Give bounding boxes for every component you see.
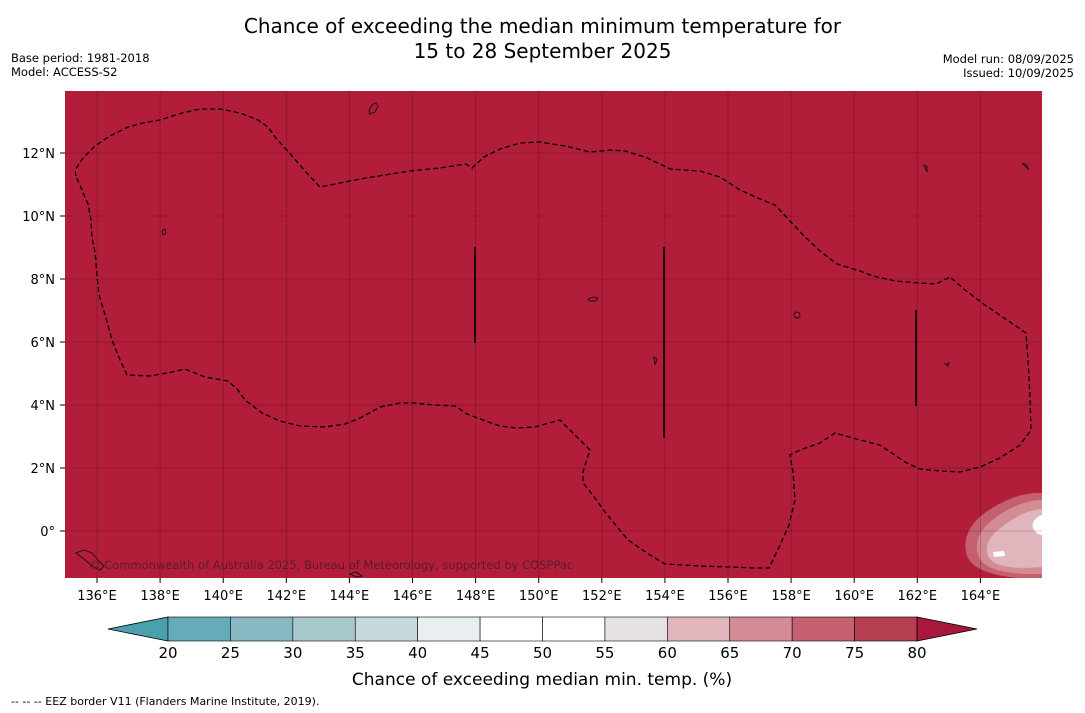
copyright-notice: © Commonwealth of Australia 2025, Bureau… [89,558,573,572]
colorbar-tick-label: 35 [346,644,365,662]
model-label: Model: ACCESS-S2 [11,65,118,79]
colorbar-over-arrow [916,616,978,642]
colorbar-tick-label: 20 [158,644,177,662]
colorbar-tick-label: 50 [533,644,552,662]
map-panel: © Commonwealth of Australia 2025, Bureau… [60,91,1042,583]
colorbar-bin [230,616,294,642]
longitude-label: 150°E [519,589,559,604]
title-line-1: Chance of exceeding the median minimum t… [243,14,842,38]
colorbar-tick-label: 45 [471,644,490,662]
longitude-label: 162°E [898,589,938,604]
longitude-label: 146°E [393,589,433,604]
latitude-label: 8°N [31,273,56,288]
colorbar-tick-label: 60 [658,644,677,662]
longitude-label: 164°E [961,589,1001,604]
longitude-label: 156°E [708,589,748,604]
probability-field [65,91,1042,578]
longitude-label: 158°E [771,589,811,604]
longitude-label: 144°E [330,589,370,604]
colorbar-tick-label: 80 [907,644,926,662]
colorbar-bin [292,616,356,642]
contour-55-east [1032,515,1042,535]
colorbar-tick-labels: 20 25 30 35 40 45 50 55 60 65 70 75 80 [158,644,926,662]
colorbar-bin [791,616,855,642]
colorbar-bin [167,616,231,642]
longitude-label: 152°E [582,589,622,604]
latitude-label: 12°N [22,147,55,162]
model-run-label: Model run: 08/09/2025 [942,52,1074,66]
colorbar-bin [729,616,793,642]
island-outline [587,296,599,302]
colorbar-tick-label: 25 [221,644,240,662]
colorbar-bins [107,616,978,642]
latitude-label: 0° [40,525,55,540]
island-outline [161,228,167,236]
colorbar-bin [604,616,668,642]
colorbar-tick-label: 40 [408,644,427,662]
longitude-labels: 136°E 138°E 140°E 142°E 144°E 146°E 148°E 150°E… [77,589,1000,604]
eez-footnote: -- -- -- EEZ border V11 (Flanders Marine… [11,695,320,708]
run-info: Model run: 08/09/2025 Issued: 10/09/2025 [943,52,1074,80]
base-period-label: Base period: 1981-2018 [11,51,150,65]
longitude-label: 154°E [645,589,685,604]
colorbar-bin [854,616,918,642]
title-line-2: 15 to 28 September 2025 [413,39,672,63]
island-outline [1021,162,1029,171]
model-info: Base period: 1981-2018 Model: ACCESS-S2 [11,51,150,79]
colorbar-tick-label: 55 [595,644,614,662]
anomaly-contours [965,492,1042,578]
islands [75,102,1029,578]
latitude-label: 10°N [22,210,55,225]
island-outline [368,102,379,115]
contour-55-south [993,551,1005,557]
graticule [60,91,1042,583]
boundary-segments [474,247,917,438]
eez-dashed-line [74,108,1032,569]
longitude-label: 148°E [456,589,496,604]
colorbar-tick-label: 65 [720,644,739,662]
island-outline [922,163,928,173]
colorbar-bin [479,616,543,642]
longitude-label: 142°E [267,589,307,604]
island-outline [943,362,950,367]
colorbar: 20 25 30 35 40 45 50 55 60 65 70 75 80 Chance of exc… [107,616,978,690]
colorbar-bin [542,616,606,642]
latitude-label: 6°N [31,336,56,351]
island-outline [348,571,364,578]
longitude-label: 160°E [834,589,874,604]
colorbar-tick-label: 30 [283,644,302,662]
latitude-label: 2°N [31,462,56,477]
island-outline [793,311,801,319]
issued-label: Issued: 10/09/2025 [963,66,1074,80]
eez-border [74,108,1032,569]
colorbar-bin [417,616,481,642]
colorbar-title: Chance of exceeding median min. temp. (%… [352,670,732,690]
colorbar-bin [354,616,418,642]
colorbar-tick-label: 75 [845,644,864,662]
island-outline [653,356,658,366]
colorbar-tick-label: 70 [783,644,802,662]
longitude-label: 136°E [77,589,117,604]
chart-title: Chance of exceeding the median minimum t… [0,14,1085,64]
island-outline [75,549,105,571]
longitude-label: 140°E [203,589,243,604]
colorbar-bin [667,616,731,642]
longitude-label: 138°E [140,589,180,604]
colorbar-under-arrow [107,616,169,642]
latitude-label: 4°N [31,399,56,414]
latitude-labels: 12°N 10°N 8°N 6°N 4°N 2°N 0° [22,147,55,540]
